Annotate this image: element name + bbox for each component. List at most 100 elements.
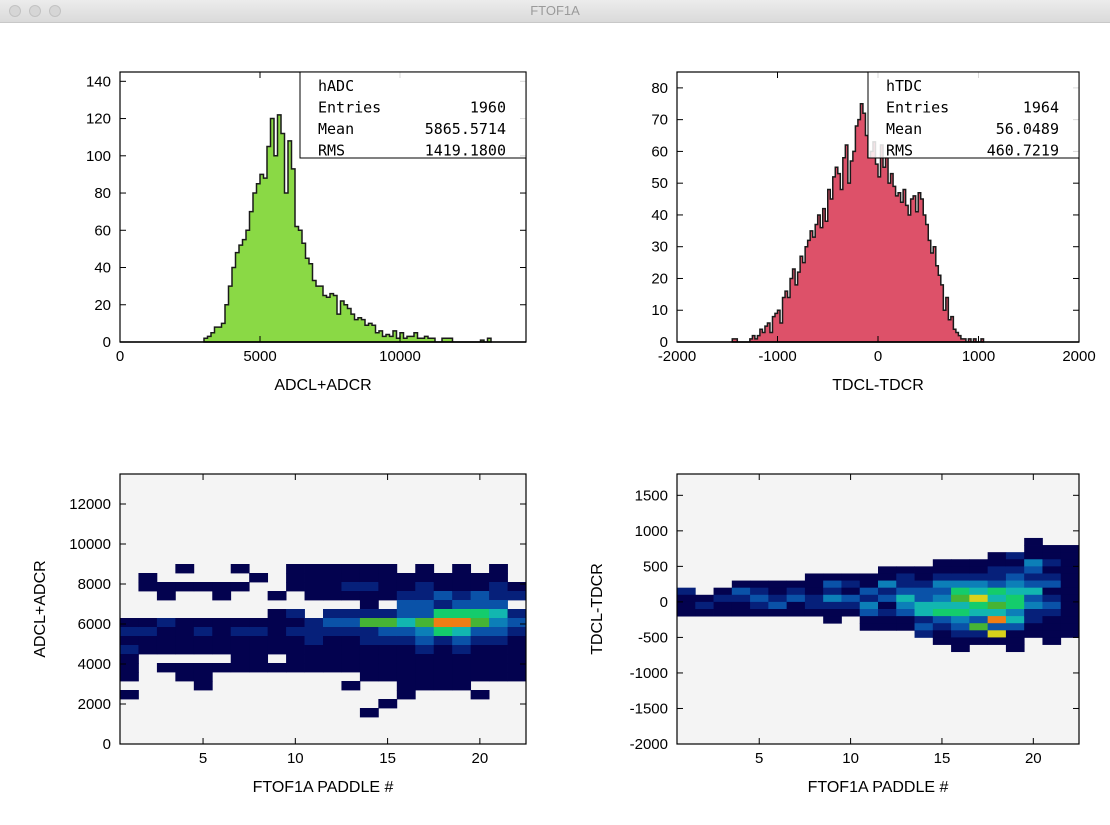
heatmap-cell [750,580,769,589]
heatmap-cell [433,609,453,619]
heatmap-cell [1060,580,1080,589]
heatmap-cell [267,645,287,655]
heatmap-cell [156,663,176,673]
heatmap-cell [359,645,379,655]
heatmap-cell [359,591,379,601]
histogram-bars [203,114,492,343]
heatmap-cell [841,587,861,596]
heatmap-cell [695,601,714,610]
heatmap-cell [804,587,824,596]
heatmap-cell [969,580,989,589]
heatmap-cell [378,591,398,601]
heatmap-cell [731,587,751,596]
heatmap-cell [823,594,842,603]
stats-box-frame [299,71,527,159]
heatmap-cell [175,564,195,574]
heatmap-cell [415,609,435,619]
heatmap-cell [507,645,527,655]
heatmap-cell [433,681,453,691]
heatmap-cell [1024,545,1043,553]
heatmap-cell [323,654,342,664]
heatmap-cell [323,573,342,583]
heatmap-cell [304,564,324,574]
stats-rms-value: 1419.1800 [425,142,506,160]
heatmap-cell [286,663,305,673]
heatmap-cell [470,645,490,655]
heatmap-cell [1060,609,1080,617]
heatmap-cell [677,601,696,610]
heatmap-cell [951,601,970,610]
heatmap-cell [304,654,324,664]
heatmap-cell [878,601,897,610]
y-tick-label: 80 [651,80,668,97]
heatmap-cell [768,609,788,617]
heatmap-cell [156,627,176,637]
close-window-button[interactable] [9,5,21,17]
heatmap-cell [396,636,416,646]
heatmap-cell [969,601,989,610]
heatmap-cell [230,636,250,646]
heatmap-cell [823,573,842,581]
heatmap-cell [396,672,416,682]
heatmap-cell [249,573,269,583]
maximize-window-button[interactable] [49,5,61,17]
heatmap-cell [267,663,287,673]
stats-entries-value: 1960 [470,99,506,117]
heatmap-cell [841,601,861,610]
heatmap-cell [507,654,527,664]
heatmap-cell [175,663,195,673]
y-tick-label: 0 [103,736,111,753]
x-axis-label: TDCL-TDCR [832,377,924,394]
heatmap-cell [1024,601,1043,610]
heatmap-cell [1060,594,1080,603]
heatmap-cell [1042,566,1062,574]
heatmap-cell [786,587,806,596]
heatmap-cell [452,609,472,619]
y-tick-label: 4000 [78,656,111,673]
heatmap-cell [138,618,158,628]
heatmap-cell [1042,587,1062,596]
heatmap-cell [341,627,361,637]
heatmap-cell [286,654,305,664]
y-tick-label: 12000 [69,496,111,513]
heatmap-cell [1024,580,1043,589]
chart-4: 5 10 15 20 -2000 -1500 -1000 -500 0 500 1000 1500 FT… [589,473,1080,796]
heatmap-cell [859,616,879,624]
heatmap-cell [914,573,934,581]
heatmap-cell [932,566,952,574]
heatmap-cell [914,601,934,610]
heatmap-cell [304,582,324,592]
heatmap-cell [1005,644,1025,653]
heatmap-cell [138,582,158,592]
heatmap-cell [267,636,287,646]
heatmap-cell [489,564,508,574]
heatmap-cell [932,573,952,581]
heatmap-cell [415,618,435,628]
heatmap-cell [878,623,897,631]
minimize-window-button[interactable] [29,5,41,17]
heatmap-cell [951,559,970,567]
heatmap-cell [878,609,897,617]
y-tick-label: 30 [651,239,668,256]
heatmap-cell [323,627,342,637]
heatmap-cell [804,601,824,610]
heatmap-cell [230,564,250,574]
heatmap-cell [267,618,287,628]
heatmap-cell [156,636,176,646]
heatmap-cell [452,573,472,583]
stats-name: hTDC [886,77,922,95]
heatmap-cell [786,601,806,610]
heatmap-cell [323,609,342,619]
y-tick-label: 40 [94,260,111,277]
heatmap-cell [120,654,139,664]
heatmap-cell [750,587,769,596]
x-tick-label: 15 [379,750,396,767]
heatmap-cell [489,636,508,646]
heatmap-cell [1060,616,1080,624]
heatmap-cell [286,573,305,583]
heatmap-cell [323,645,342,655]
y-tick-label: 10000 [69,536,111,553]
heatmap-cell [1024,609,1043,617]
heatmap-cell [378,627,398,637]
heatmap-cell [878,594,897,603]
